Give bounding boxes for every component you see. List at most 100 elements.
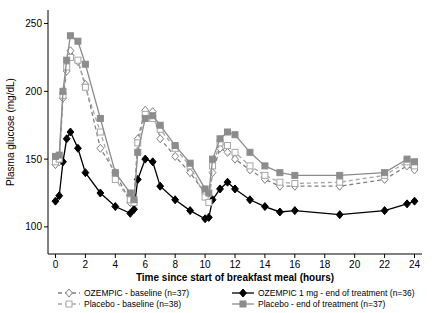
point	[225, 143, 231, 149]
point	[82, 61, 88, 67]
x-tick-label: 24	[409, 259, 421, 270]
point	[262, 163, 268, 169]
point	[131, 205, 138, 213]
y-tick-label: 200	[25, 86, 42, 97]
legend-marker	[66, 289, 73, 297]
series-line	[55, 132, 414, 219]
x-tick-label: 18	[319, 259, 331, 270]
point	[187, 169, 194, 177]
point	[232, 149, 238, 155]
point	[157, 182, 164, 190]
x-tick	[235, 254, 236, 258]
x-tick	[264, 254, 265, 258]
point	[60, 88, 66, 94]
point	[172, 143, 178, 149]
y-tick-label: 250	[25, 18, 42, 29]
x-tick-label: 8	[172, 259, 178, 270]
y-tick	[44, 23, 48, 24]
point	[157, 122, 163, 128]
point	[232, 155, 239, 163]
point	[210, 156, 216, 162]
y-axis	[48, 10, 49, 254]
point	[217, 185, 224, 193]
point	[337, 172, 343, 178]
x-tick	[384, 254, 385, 258]
x-tick	[175, 254, 176, 258]
legend-label: Placebo - end of treatment (n=37)	[258, 299, 386, 309]
point	[75, 144, 82, 152]
point	[82, 169, 89, 177]
point	[127, 190, 133, 196]
point	[247, 196, 254, 204]
point	[291, 207, 298, 215]
point	[150, 113, 156, 119]
point	[149, 158, 156, 166]
y-tick	[44, 226, 48, 227]
point	[292, 181, 298, 187]
point	[187, 160, 193, 166]
point	[172, 152, 179, 160]
legend-marker	[66, 301, 72, 307]
x-tick	[294, 254, 295, 258]
y-tick-label: 100	[25, 221, 42, 232]
x-tick	[324, 254, 325, 258]
legend-label: OZEMPIC - baseline (n=37)	[84, 288, 189, 298]
point	[172, 196, 179, 204]
point	[63, 135, 70, 143]
point	[404, 200, 411, 208]
point	[67, 33, 73, 39]
chart: 100150200250024681012141618202224Time si…	[0, 0, 434, 313]
x-tick	[145, 254, 146, 258]
point	[411, 197, 418, 205]
series	[52, 54, 417, 205]
x-tick	[55, 254, 56, 258]
point	[276, 208, 283, 216]
series-line	[55, 57, 414, 202]
x-tick-label: 2	[83, 259, 89, 270]
x-tick-label: 22	[379, 259, 391, 270]
point	[97, 189, 104, 197]
legend: OZEMPIC - baseline (n=37) OZEMPIC 1 mg - …	[58, 288, 415, 309]
x-tick	[115, 254, 116, 258]
point	[337, 179, 343, 185]
point	[224, 148, 231, 156]
point	[142, 115, 148, 121]
point	[247, 163, 253, 169]
series-line	[55, 36, 414, 200]
point	[67, 128, 74, 136]
point	[157, 135, 164, 143]
legend-marker	[240, 289, 247, 297]
point	[381, 207, 388, 215]
point	[142, 155, 149, 163]
y-tick	[44, 159, 48, 160]
point	[412, 159, 418, 165]
point	[97, 144, 104, 152]
x-tick	[205, 254, 206, 258]
point	[206, 190, 212, 196]
point	[225, 129, 231, 135]
point	[112, 176, 118, 182]
legend-label: OZEMPIC 1 mg - end of treatment (n=36)	[258, 288, 415, 298]
point	[97, 129, 103, 135]
point	[75, 58, 82, 66]
point	[205, 213, 212, 221]
x-tick-label: 16	[289, 259, 301, 270]
y-tick	[44, 91, 48, 92]
legend-marker	[240, 301, 246, 307]
point	[336, 211, 343, 219]
point	[277, 170, 283, 176]
point	[135, 149, 141, 155]
plot-area	[52, 33, 418, 223]
point	[262, 203, 269, 211]
point	[187, 207, 194, 215]
x-tick-label: 0	[53, 259, 59, 270]
point	[232, 132, 238, 138]
series-line	[55, 51, 414, 203]
point	[247, 149, 253, 155]
point	[206, 199, 212, 205]
point	[292, 172, 298, 178]
x-tick-label: 6	[142, 259, 148, 270]
y-tick-label: 150	[25, 154, 42, 165]
point	[97, 115, 103, 121]
point	[232, 185, 239, 193]
